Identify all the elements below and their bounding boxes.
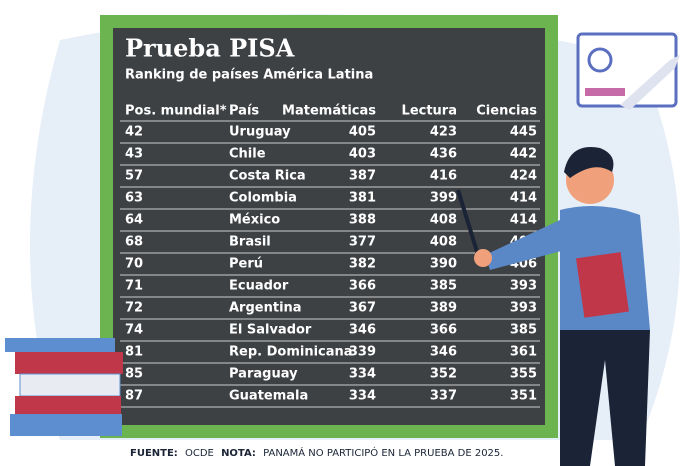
cell: 399 [430, 191, 457, 206]
country: Colombia [229, 191, 297, 206]
cell: 361 [510, 345, 537, 360]
cell: 355 [510, 367, 537, 382]
cell: 385 [510, 323, 537, 338]
teacher-hair [564, 147, 614, 178]
cell: 43 [125, 147, 143, 162]
country: Brasil [229, 235, 271, 250]
cell: 424 [510, 169, 537, 184]
note-label: NOTA: [221, 448, 256, 459]
cell: 367 [349, 301, 376, 316]
title: Prueba PISA [125, 34, 295, 63]
cell: 414 [510, 191, 537, 206]
source: OCDE [185, 448, 214, 459]
source-label: FUENTE: [130, 448, 178, 459]
subtitle: Ranking de países América Latina [125, 68, 373, 83]
cell: 414 [510, 213, 537, 228]
cell: 436 [430, 147, 457, 162]
cell: 445 [510, 125, 537, 140]
country: Chile [229, 147, 266, 162]
country: Uruguay [229, 125, 291, 140]
cell: 346 [430, 345, 457, 360]
cell: 85 [125, 367, 143, 382]
pointer [456, 189, 480, 256]
rocket [620, 55, 680, 110]
column-header: Ciencias [476, 104, 537, 119]
cell: 382 [349, 257, 376, 272]
cell: 385 [430, 279, 457, 294]
country: Ecuador [229, 279, 289, 294]
column-header: País [229, 104, 259, 119]
cell: 393 [510, 279, 537, 294]
cell: 393 [510, 301, 537, 316]
gear-icon [587, 47, 613, 73]
cell: 416 [430, 169, 457, 184]
cell: 63 [125, 191, 143, 206]
teacher-arm [485, 220, 565, 270]
cell: 337 [430, 389, 457, 404]
teacher-legs [560, 330, 650, 466]
cell: 442 [510, 147, 537, 162]
cell: 64 [125, 213, 143, 228]
cell: 351 [510, 389, 537, 404]
cell: 57 [125, 169, 143, 184]
book [15, 396, 121, 414]
cell: 408 [430, 213, 457, 228]
column-header: Lectura [402, 104, 457, 119]
country: Guatemala [229, 389, 308, 404]
book [10, 414, 122, 436]
teacher-book [576, 252, 629, 318]
cell: 339 [349, 345, 376, 360]
chalkboard [113, 28, 545, 425]
cell: 389 [430, 301, 457, 316]
column-header: Pos. mundial* [125, 104, 227, 119]
cell: 334 [349, 367, 376, 382]
table: Pos. mundial* País Matemáticas Lectura Cienc… [120, 104, 540, 408]
cell: 387 [349, 169, 376, 184]
country: México [229, 213, 280, 228]
note: PANAMÁ NO PARTICIPÓ EN LA PRUEBA DE 2025… [263, 446, 503, 459]
cell: 390 [430, 257, 457, 272]
country: Rep. Dominicana [229, 345, 353, 360]
cell: 346 [349, 323, 376, 338]
column-header: Matemáticas [282, 104, 376, 119]
country: Costa Rica [229, 169, 306, 184]
cell: 403 [349, 147, 376, 162]
cell: 87 [125, 389, 143, 404]
cell: 423 [430, 125, 457, 140]
cell: 352 [430, 367, 457, 382]
cell: 68 [125, 235, 143, 250]
screen-bar [585, 88, 625, 96]
cell: 81 [125, 345, 143, 360]
cell: 377 [349, 235, 376, 250]
country: El Salvador [229, 323, 312, 338]
cell: 42 [125, 125, 143, 140]
cell: 71 [125, 279, 143, 294]
teacher-hand [474, 249, 492, 267]
book [15, 352, 123, 374]
cell: 72 [125, 301, 143, 316]
footer: FUENTE: OCDE NOTA: PANAMÁ NO PARTICIPÓ E… [130, 446, 503, 459]
cell: 366 [349, 279, 376, 294]
book [19, 373, 121, 397]
cell: 405 [349, 125, 376, 140]
cell: 388 [349, 213, 376, 228]
cell: 408 [430, 235, 457, 250]
country: Perú [229, 257, 263, 272]
country: Argentina [229, 301, 302, 316]
cell: 381 [349, 191, 376, 206]
cell: 366 [430, 323, 457, 338]
cell: 74 [125, 323, 143, 338]
cell: 70 [125, 257, 143, 272]
country: Paraguay [229, 367, 298, 382]
cell: 334 [349, 389, 376, 404]
book [5, 338, 115, 352]
